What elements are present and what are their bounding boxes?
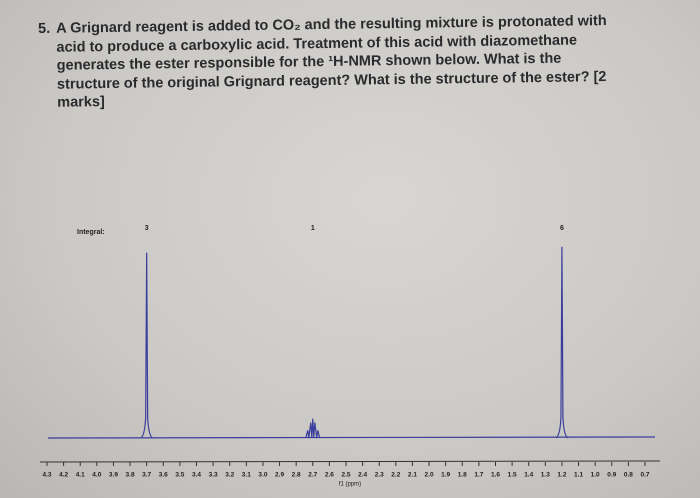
- x-tick-label: 3.0: [258, 472, 267, 479]
- x-tick-label: 2.5: [341, 472, 350, 479]
- x-tick-label: 2.2: [391, 472, 400, 479]
- x-tick-label: 2.0: [425, 472, 434, 479]
- x-tick-label: 3.9: [109, 472, 118, 479]
- x-tick-label: 1.4: [524, 472, 533, 479]
- x-tick-label: 4.3: [42, 472, 51, 479]
- integral-value: 1: [311, 225, 315, 232]
- integral-label: Integral:: [77, 229, 105, 236]
- x-tick-label: 2.4: [358, 472, 367, 479]
- x-tick-label: 0.7: [640, 472, 649, 479]
- peak: [305, 418, 321, 439]
- x-tick-label: 4.0: [92, 472, 101, 479]
- integral-value: 3: [145, 225, 149, 232]
- x-tick-label: 3.3: [209, 472, 218, 479]
- x-tick-label: 2.3: [375, 472, 384, 479]
- x-tick-label: 4.1: [76, 472, 85, 479]
- x-tick-label: 2.7: [308, 472, 317, 479]
- x-tick-label: 1.7: [474, 472, 483, 479]
- x-tick-label: 1.3: [541, 472, 550, 479]
- x-tick-label: 3.5: [175, 472, 184, 479]
- x-tick-label: 3.8: [126, 472, 135, 479]
- x-tick-label: 0.9: [607, 472, 616, 479]
- x-tick-label: 3.4: [192, 472, 201, 479]
- x-tick-label: 1.6: [491, 472, 500, 479]
- x-tick-label: 3.6: [159, 472, 168, 479]
- integral-value: 6: [560, 225, 564, 232]
- x-tick-label: 2.6: [325, 472, 334, 479]
- x-tick-label: 2.9: [275, 472, 284, 479]
- x-tick-label: 1.1: [574, 472, 583, 479]
- x-tick-label: 2.8: [292, 472, 301, 479]
- x-tick-label: 3.1: [242, 472, 251, 479]
- x-tick-label: 1.5: [508, 472, 517, 479]
- baseline: [47, 436, 656, 439]
- x-tick-label: 3.2: [225, 472, 234, 479]
- x-tick-label: 1.2: [557, 472, 566, 479]
- x-tick-label: 3.7: [142, 472, 151, 479]
- x-tick-label: 0.8: [624, 472, 633, 479]
- x-tick-label: 1.8: [458, 472, 467, 479]
- peak: [140, 252, 154, 439]
- x-tick-label: 2.1: [408, 472, 417, 479]
- peak: [555, 246, 569, 439]
- x-axis-label: f1 (ppm): [339, 482, 361, 488]
- x-tick-label: 4.2: [59, 472, 68, 479]
- x-axis: [39, 460, 661, 463]
- x-tick-label: 1.0: [591, 472, 600, 479]
- x-tick-label: 1.9: [441, 472, 450, 479]
